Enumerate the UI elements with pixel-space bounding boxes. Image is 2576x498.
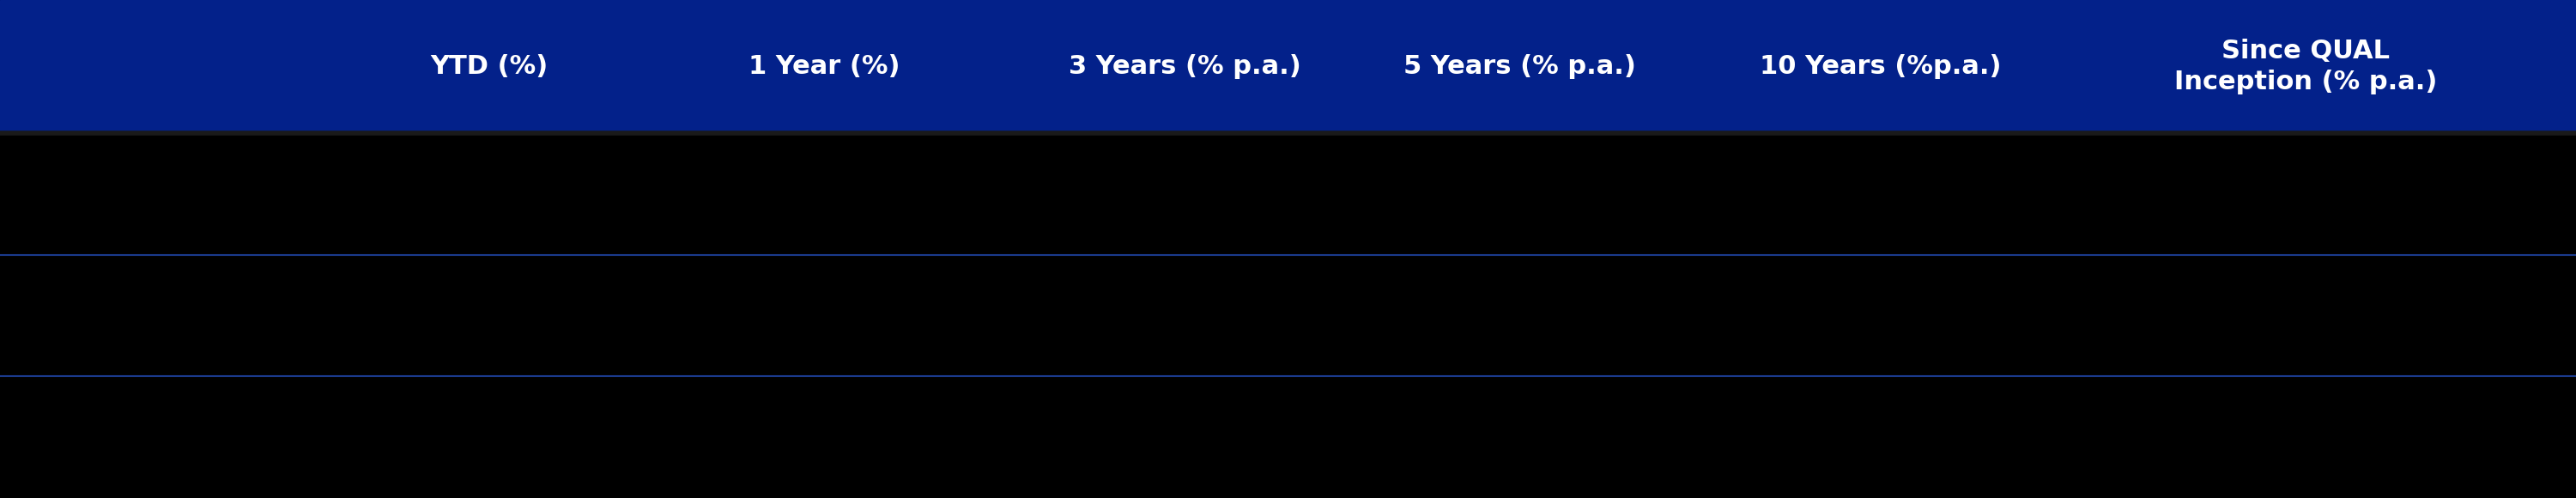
Bar — [0, 133, 2576, 254]
Text: 3 Years (% p.a.): 3 Years (% p.a.) — [1069, 54, 1301, 79]
Text: YTD (%): YTD (%) — [430, 54, 549, 79]
Text: 1 Year (%): 1 Year (%) — [750, 54, 899, 79]
Bar — [0, 0, 2576, 133]
Text: 5 Years (% p.a.): 5 Years (% p.a.) — [1404, 54, 1636, 79]
Text: 10 Years (%p.a.): 10 Years (%p.a.) — [1759, 54, 2002, 79]
Text: Since QUAL
Inception (% p.a.): Since QUAL Inception (% p.a.) — [2174, 39, 2437, 95]
Bar — [0, 376, 2576, 498]
Bar — [0, 254, 2576, 376]
